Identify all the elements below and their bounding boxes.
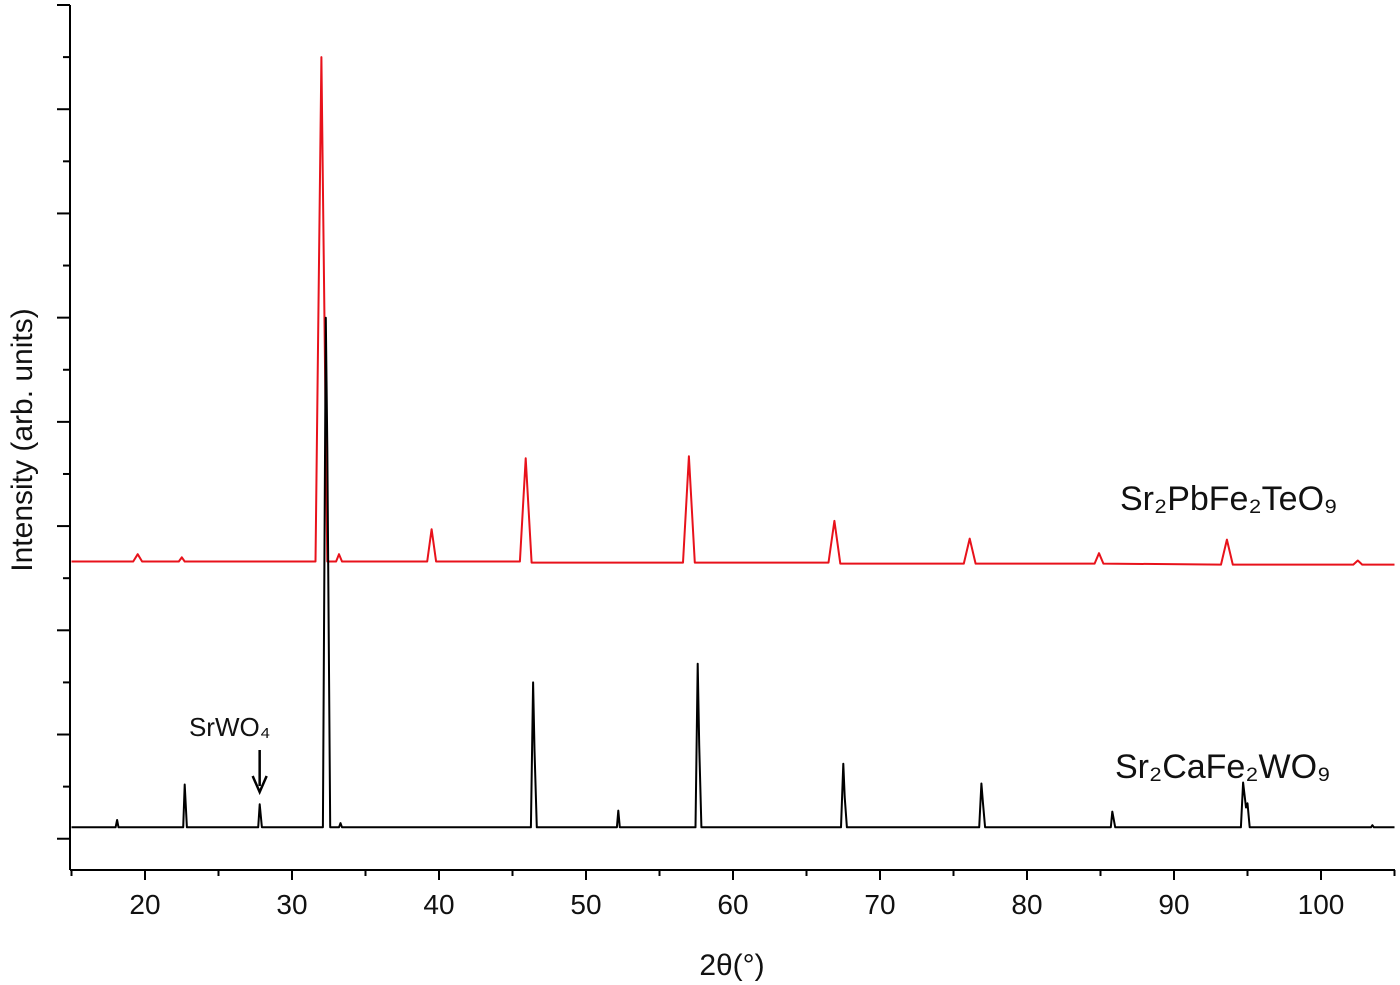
x-tick-label: 50 (570, 889, 601, 920)
x-tick-label: 60 (717, 889, 748, 920)
annotation: SrWO₄ (189, 712, 270, 742)
x-tick-label: 30 (276, 889, 307, 920)
series-label: Sr₂CaFe₂WO₉ (1115, 748, 1331, 786)
x-axis-label: 2θ(°) (699, 949, 764, 982)
series-line (71, 316, 1395, 829)
y-axis-label: Intensity (arb. units) (6, 308, 39, 571)
series-label: Sr₂PbFe₂TeO₉ (1120, 480, 1338, 518)
x-tick-label: 80 (1011, 889, 1042, 920)
x-tick-label: 100 (1298, 889, 1345, 920)
series-line (71, 56, 1395, 566)
x-tick-label: 90 (1158, 889, 1189, 920)
x-tick-label: 40 (423, 889, 454, 920)
annotation-arrowhead (251, 775, 268, 796)
x-tick-label: 20 (129, 889, 160, 920)
x-tick-label: 70 (864, 889, 895, 920)
